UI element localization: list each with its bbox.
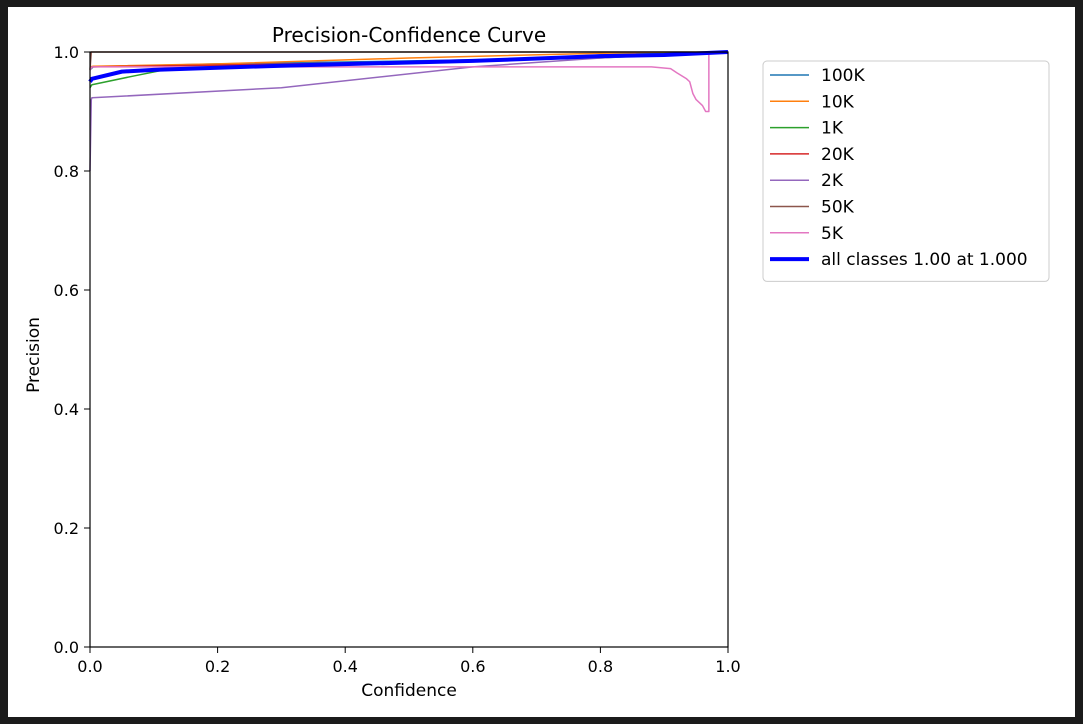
- legend: 100K 10K 1K 20K 2K 50K 5K all classes 1.00 at 1…: [762, 60, 1050, 282]
- axes-group: [89, 51, 729, 648]
- figure-canvas: Precision-Confidence Curve 0.0 0.2 0.4 0.6 0…: [8, 7, 1075, 717]
- x-tick-label: 0.6: [460, 657, 485, 676]
- y-tick-label: 0.4: [54, 400, 79, 419]
- precision-confidence-chart: Precision-Confidence Curve 0.0 0.2 0.4 0.6 0…: [24, 23, 1050, 701]
- y-tick-label: 0.6: [54, 281, 79, 300]
- y-axis-label: Precision: [24, 317, 44, 393]
- legend-label: 50K: [821, 198, 855, 218]
- series-line-7: [88, 50, 729, 83]
- legend-label: 100K: [821, 66, 865, 86]
- x-tick-label: 0.0: [77, 657, 102, 676]
- x-axis-label: Confidence: [361, 681, 457, 701]
- y-tick-label: 0.8: [54, 162, 79, 181]
- legend-label: 1K: [821, 119, 844, 139]
- x-tick-label: 0.2: [205, 657, 230, 676]
- series-group: [88, 50, 729, 172]
- x-tick-label: 1.0: [715, 657, 740, 676]
- legend-label: 2K: [821, 171, 844, 191]
- legend-label: 5K: [821, 224, 844, 244]
- chart-title: Precision-Confidence Curve: [272, 23, 546, 47]
- plot-frame: [89, 51, 729, 648]
- y-tick-label: 1.0: [54, 43, 79, 62]
- x-tick-label: 0.8: [588, 657, 613, 676]
- legend-box: [762, 60, 1050, 282]
- y-tick-label: 0.2: [54, 519, 79, 538]
- legend-label: 20K: [821, 145, 855, 165]
- y-tick-label: 0.0: [54, 638, 79, 657]
- legend-label: 10K: [821, 92, 855, 112]
- ticks-group: 0.0 0.2 0.4 0.6 0.8 1.0 0.0 0.2 0.4 0.6 0.8 1.0: [54, 43, 741, 676]
- x-tick-label: 0.4: [332, 657, 357, 676]
- legend-label: all classes 1.00 at 1.000: [821, 250, 1028, 270]
- series-line-6: [89, 51, 728, 113]
